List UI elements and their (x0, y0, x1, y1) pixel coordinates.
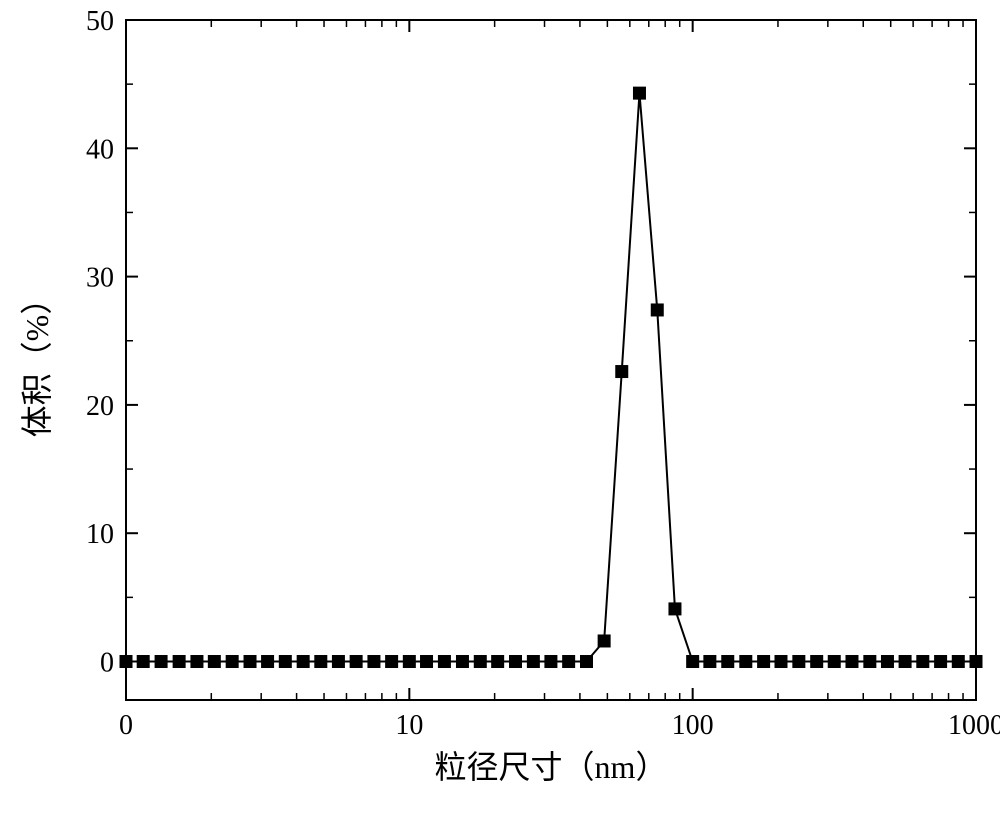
series-marker (633, 87, 645, 99)
series-marker (758, 656, 770, 668)
series-marker (315, 656, 327, 668)
series-marker (545, 656, 557, 668)
series-marker (492, 656, 504, 668)
x-tick-label: 100 (672, 710, 714, 741)
x-tick-label: 1000 (948, 710, 1000, 741)
series-marker (155, 656, 167, 668)
series-marker (828, 656, 840, 668)
series-marker (386, 656, 398, 668)
y-tick-label: 0 (100, 648, 114, 679)
series-marker (279, 656, 291, 668)
series-marker (350, 656, 362, 668)
series-marker (474, 656, 486, 668)
series-marker (687, 656, 699, 668)
series-marker (403, 656, 415, 668)
y-tick-label: 40 (86, 134, 114, 165)
series-marker (438, 656, 450, 668)
series-marker (864, 656, 876, 668)
series-marker (811, 656, 823, 668)
series-marker (935, 656, 947, 668)
series-line (126, 93, 976, 661)
series-marker (793, 656, 805, 668)
series-marker (563, 656, 575, 668)
series-marker (226, 656, 238, 668)
series-marker (421, 656, 433, 668)
y-axis-label: 体积（%） (19, 283, 55, 438)
y-tick-label: 30 (86, 263, 114, 294)
series-marker (456, 656, 468, 668)
series-marker (208, 656, 220, 668)
series-marker (368, 656, 380, 668)
series-marker (332, 656, 344, 668)
series-marker (510, 656, 522, 668)
series-marker (598, 635, 610, 647)
series-marker (120, 656, 132, 668)
series-marker (704, 656, 716, 668)
series-marker (952, 656, 964, 668)
series-marker (846, 656, 858, 668)
series-marker (970, 656, 982, 668)
series-marker (881, 656, 893, 668)
series-marker (740, 656, 752, 668)
series-marker (917, 656, 929, 668)
x-tick-label: 10 (395, 710, 423, 741)
series-marker (651, 304, 663, 316)
series-marker (722, 656, 734, 668)
series-marker (191, 656, 203, 668)
y-tick-label: 10 (86, 519, 114, 550)
x-axis-label: 粒径尺寸（nm） (435, 749, 668, 785)
series-marker (527, 656, 539, 668)
series-marker (899, 656, 911, 668)
series-marker (581, 656, 593, 668)
series-marker (262, 656, 274, 668)
y-tick-label: 20 (86, 391, 114, 422)
series-marker (616, 366, 628, 378)
series-marker (137, 656, 149, 668)
series-marker (297, 656, 309, 668)
series-marker (173, 656, 185, 668)
y-tick-label: 50 (86, 6, 114, 37)
series-marker (775, 656, 787, 668)
chart-container: 0 10 100 1000 0 10 20 30 40 50 粒径尺寸（nm） 体积（%） (0, 0, 1000, 813)
particle-size-distribution-chart: 0 10 100 1000 0 10 20 30 40 50 粒径尺寸（nm） 体积（%） (0, 0, 1000, 813)
series-marker (244, 656, 256, 668)
series-marker (669, 603, 681, 615)
x-tick-label: 0 (119, 710, 133, 741)
